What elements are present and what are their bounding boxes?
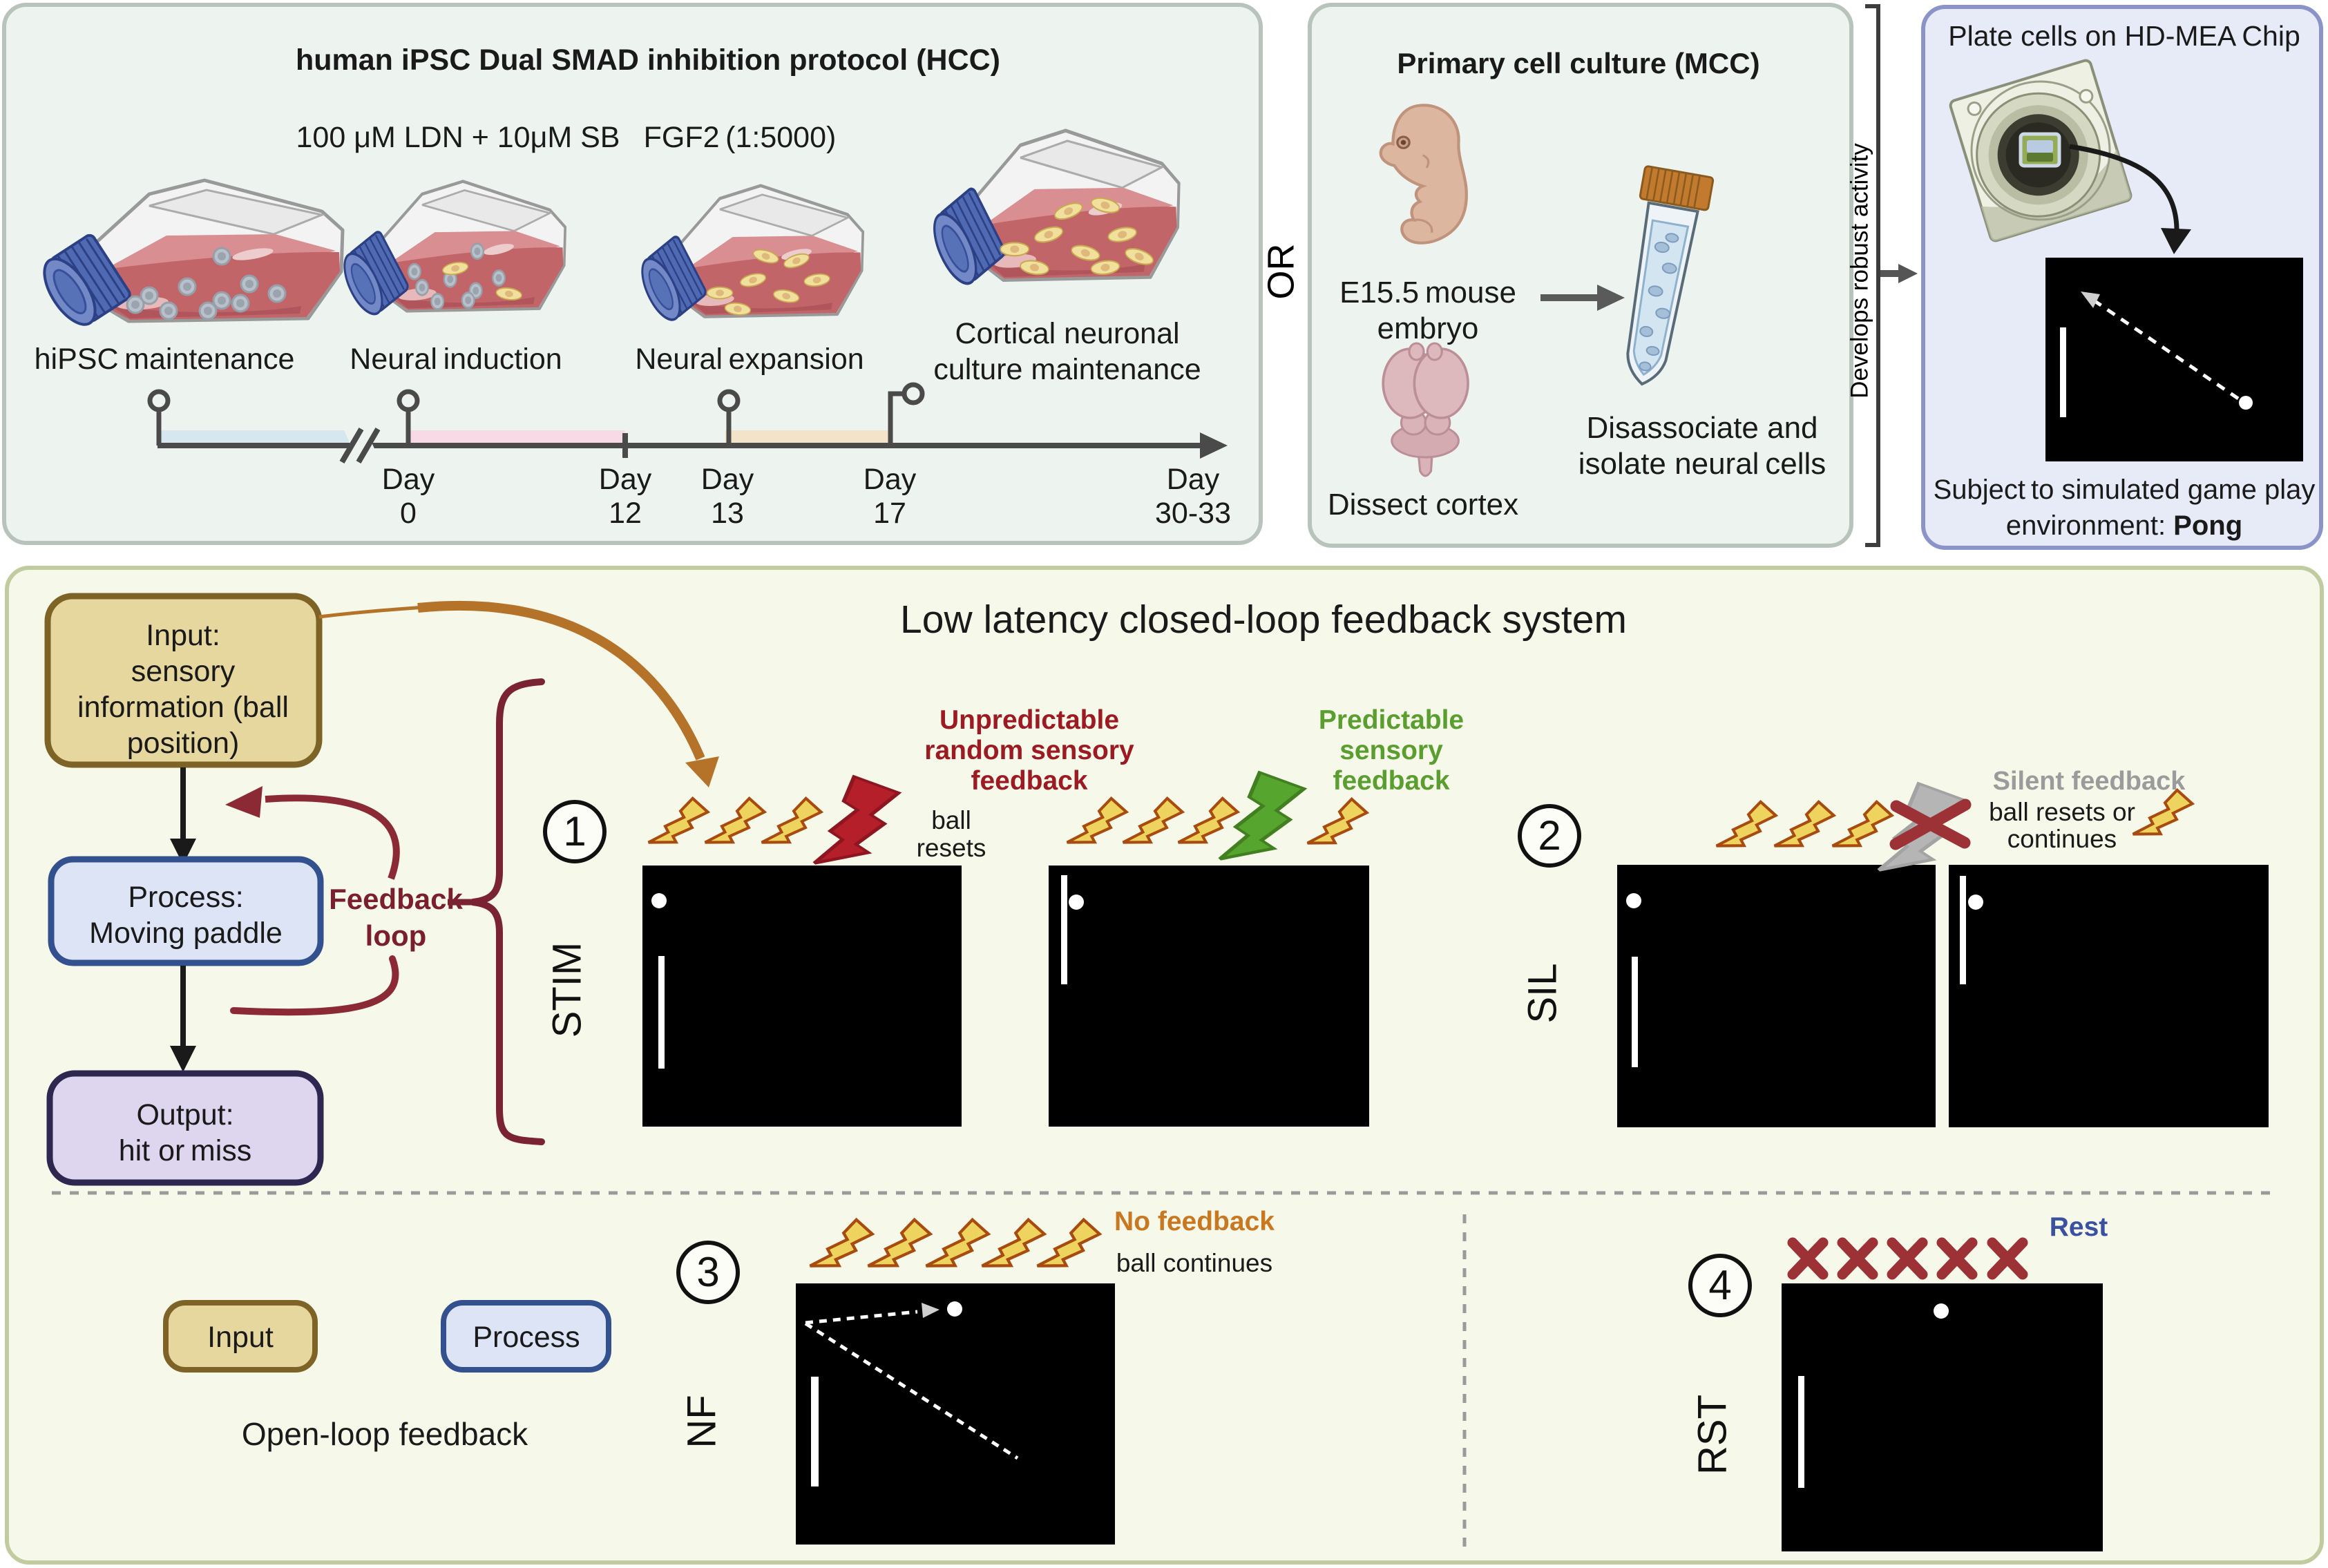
svg-text:4: 4 (1708, 1262, 1731, 1308)
svg-text:Neural expansion: Neural expansion (635, 343, 864, 376)
svg-text:Primary cell culture (MCC): Primary cell culture (MCC) (1397, 47, 1759, 79)
svg-text:ball: ball (931, 806, 971, 834)
svg-text:Day: Day (382, 463, 435, 496)
svg-text:Process: Process (473, 1321, 580, 1354)
svg-text:Cortical neuronal: Cortical neuronal (955, 317, 1179, 350)
svg-text:Process:: Process: (128, 881, 243, 914)
svg-text:STIM: STIM (544, 942, 589, 1038)
svg-text:Low latency closed-loop feedba: Low latency closed-loop feedback system (900, 597, 1627, 642)
svg-text:resets: resets (917, 834, 986, 862)
svg-text:Day: Day (599, 463, 652, 496)
svg-text:Disassociate and: Disassociate and (1586, 411, 1817, 445)
svg-text:ball resets or: ball resets or (1989, 798, 2135, 826)
svg-text:Day: Day (701, 463, 754, 496)
svg-text:ball continues: ball continues (1116, 1249, 1272, 1277)
svg-text:hiPSC maintenance: hiPSC maintenance (35, 343, 295, 376)
svg-text:3: 3 (696, 1249, 719, 1295)
svg-text:Rest: Rest (2050, 1212, 2108, 1242)
svg-text:environment: Pong: environment: Pong (2006, 510, 2242, 541)
svg-text:RST: RST (1690, 1395, 1735, 1475)
svg-text:loop: loop (365, 919, 427, 952)
svg-text:100 μM LDN + 10μM SB: 100 μM LDN + 10μM SB (296, 121, 620, 154)
svg-text:E15.5 mouse: E15.5 mouse (1339, 276, 1516, 309)
svg-text:12: 12 (609, 497, 642, 530)
svg-text:FGF2 (1:5000): FGF2 (1:5000) (644, 121, 837, 154)
svg-text:embryo: embryo (1377, 312, 1479, 345)
svg-text:Subject to simulated game play: Subject to simulated game play (1934, 475, 2316, 505)
svg-text:13: 13 (711, 497, 744, 530)
svg-text:SIL: SIL (1520, 963, 1565, 1023)
svg-text:random sensory: random sensory (924, 736, 1134, 765)
svg-text:culture maintenance: culture maintenance (933, 353, 1201, 386)
svg-text:Predictable: Predictable (1319, 705, 1464, 735)
svg-text:Plate cells on HD-MEA Chip: Plate cells on HD-MEA Chip (1948, 20, 2300, 52)
svg-text:feedback: feedback (1333, 766, 1449, 796)
svg-text:Day: Day (1167, 463, 1220, 496)
svg-text:Neural induction: Neural induction (350, 343, 562, 376)
svg-text:Open-loop feedback: Open-loop feedback (242, 1416, 528, 1452)
svg-text:Moving paddle: Moving paddle (89, 917, 283, 950)
svg-text:30-33: 30-33 (1155, 497, 1231, 530)
svg-text:No feedback: No feedback (1114, 1207, 1275, 1236)
svg-text:sensory: sensory (131, 655, 236, 688)
svg-text:sensory: sensory (1339, 736, 1443, 765)
svg-text:isolate neural cells: isolate neural cells (1578, 447, 1826, 481)
svg-text:1: 1 (563, 808, 586, 854)
svg-text:Feedback: Feedback (329, 883, 463, 915)
svg-text:0: 0 (400, 497, 417, 530)
svg-text:Unpredictable: Unpredictable (939, 705, 1119, 735)
svg-text:Develops robust activity: Develops robust activity (1846, 143, 1873, 399)
svg-text:Output:: Output: (136, 1098, 233, 1131)
svg-text:hit or miss: hit or miss (119, 1134, 252, 1167)
svg-text:position): position) (127, 727, 240, 760)
svg-text:Dissect cortex: Dissect cortex (1328, 488, 1518, 522)
svg-text:Input:: Input: (146, 619, 220, 652)
svg-text:Day: Day (864, 463, 917, 496)
svg-text:Input: Input (207, 1321, 274, 1354)
svg-text:information (ball: information (ball (77, 691, 289, 724)
svg-text:NF: NF (679, 1395, 724, 1448)
svg-text:2: 2 (1538, 812, 1561, 859)
svg-text:continues: continues (2007, 825, 2117, 853)
svg-text:Silent feedback: Silent feedback (1993, 767, 2186, 796)
svg-text:17: 17 (873, 497, 906, 530)
svg-text:feedback: feedback (971, 766, 1087, 796)
svg-text:OR: OR (1260, 244, 1301, 300)
svg-text:human iPSC Dual SMAD inhibitio: human iPSC Dual SMAD inhibition protocol… (296, 44, 1000, 77)
